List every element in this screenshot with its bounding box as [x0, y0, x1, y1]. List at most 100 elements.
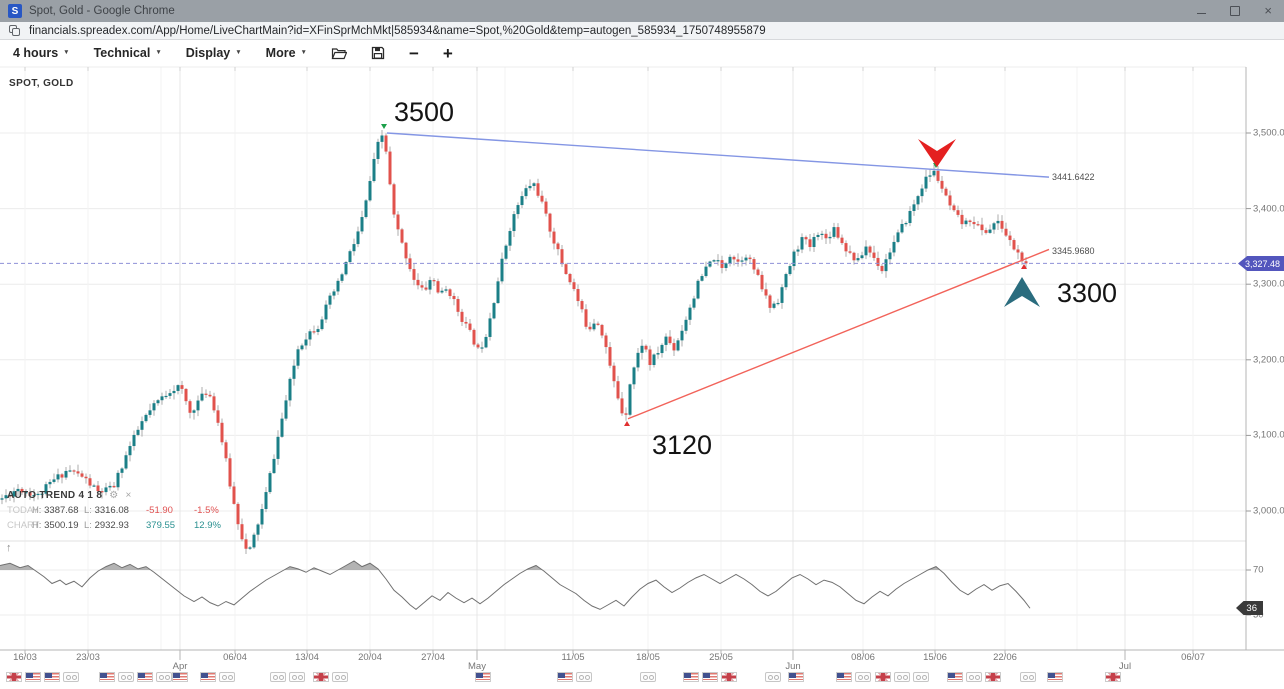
- candle: [880, 265, 884, 272]
- window-title: Spot, Gold - Google Chrome: [29, 5, 175, 17]
- display-dropdown[interactable]: Display ▼: [186, 46, 242, 60]
- uk-flag-icon[interactable]: [721, 672, 737, 682]
- eu-flag-icon[interactable]: [156, 672, 172, 682]
- us-flag-icon[interactable]: [683, 672, 699, 682]
- legend-close-icon[interactable]: ×: [125, 489, 132, 501]
- candle: [468, 323, 472, 330]
- price-axis-label: 3,200.00: [1253, 354, 1284, 366]
- eu-flag-icon[interactable]: [765, 672, 781, 682]
- candle: [16, 488, 20, 492]
- candle: [572, 282, 576, 290]
- today-low: 3316.08: [94, 505, 129, 516]
- candle: [116, 472, 120, 488]
- candle: [768, 295, 772, 308]
- us-flag-icon[interactable]: [702, 672, 718, 682]
- page-url: financials.spreadex.com/App/Home/LiveCha…: [29, 24, 766, 37]
- uk-flag-icon[interactable]: [6, 672, 22, 682]
- candle: [876, 257, 880, 266]
- eu-flag-icon[interactable]: [63, 672, 79, 682]
- candle: [740, 260, 744, 262]
- eu-flag-icon[interactable]: [219, 672, 235, 682]
- minimize-icon[interactable]: [1197, 8, 1207, 14]
- legend-title: AUTO TREND 4 1 8: [7, 490, 103, 501]
- eu-flag-icon[interactable]: [640, 672, 656, 682]
- candle: [128, 446, 132, 456]
- candle: [300, 345, 304, 350]
- candle: [788, 266, 792, 275]
- event-flag-group: [313, 672, 348, 682]
- candle: [820, 233, 824, 236]
- candle: [644, 345, 648, 350]
- candle: [612, 365, 616, 382]
- candle: [200, 393, 204, 401]
- us-flag-icon[interactable]: [172, 672, 188, 682]
- candle: [420, 285, 424, 288]
- eu-flag-icon[interactable]: [270, 672, 286, 682]
- maximize-icon[interactable]: [1230, 6, 1241, 16]
- candle: [496, 281, 500, 304]
- eu-flag-icon[interactable]: [576, 672, 592, 682]
- candle: [324, 304, 328, 320]
- more-dropdown[interactable]: More ▼: [266, 46, 307, 60]
- oscillator-axis-label: 70: [1253, 564, 1264, 576]
- eu-flag-icon[interactable]: [289, 672, 305, 682]
- close-icon[interactable]: ×: [1264, 3, 1272, 18]
- us-flag-icon[interactable]: [44, 672, 60, 682]
- candle: [752, 259, 756, 270]
- us-flag-icon[interactable]: [25, 672, 41, 682]
- date-axis-label: 06/04: [223, 652, 247, 663]
- eu-flag-icon[interactable]: [966, 672, 982, 682]
- technical-dropdown[interactable]: Technical ▼: [94, 46, 162, 60]
- candle: [4, 495, 8, 499]
- zoom-out-button[interactable]: −: [408, 43, 419, 63]
- eu-flag-icon[interactable]: [894, 672, 910, 682]
- us-flag-icon[interactable]: [788, 672, 804, 682]
- us-flag-icon[interactable]: [475, 672, 491, 682]
- eu-flag-icon[interactable]: [855, 672, 871, 682]
- candle: [760, 274, 764, 290]
- candle: [268, 473, 272, 493]
- timeframe-dropdown[interactable]: 4 hours ▼: [13, 46, 70, 60]
- us-flag-icon[interactable]: [200, 672, 216, 682]
- gear-icon[interactable]: ⚙: [109, 489, 119, 501]
- us-flag-icon[interactable]: [137, 672, 153, 682]
- month-axis-label: Apr: [172, 661, 188, 672]
- candle: [120, 468, 124, 473]
- us-flag-icon[interactable]: [836, 672, 852, 682]
- address-bar[interactable]: financials.spreadex.com/App/Home/LiveCha…: [0, 22, 1284, 40]
- candle: [700, 276, 704, 281]
- candle: [928, 175, 932, 177]
- candle: [712, 260, 716, 262]
- eu-flag-icon[interactable]: [332, 672, 348, 682]
- candle: [160, 396, 164, 401]
- eu-flag-icon[interactable]: [118, 672, 134, 682]
- candle: [204, 393, 208, 395]
- uk-flag-icon[interactable]: [875, 672, 891, 682]
- month-axis-label: Jun: [785, 661, 801, 672]
- app-window-icon: [9, 25, 20, 36]
- us-flag-icon[interactable]: [99, 672, 115, 682]
- us-flag-icon[interactable]: [947, 672, 963, 682]
- candle: [652, 354, 656, 366]
- us-flag-icon[interactable]: [557, 672, 573, 682]
- open-chart-button[interactable]: [331, 47, 347, 60]
- us-flag-icon[interactable]: [1047, 672, 1063, 682]
- oscillator-expand-icon[interactable]: ↑: [6, 542, 12, 554]
- uk-flag-icon[interactable]: [1105, 672, 1121, 682]
- candle: [916, 196, 920, 205]
- zoom-in-button[interactable]: +: [442, 43, 453, 63]
- up-arrow-icon: [1004, 277, 1040, 307]
- candle: [848, 251, 852, 253]
- event-flag-group: [640, 672, 656, 682]
- candle: [868, 246, 872, 253]
- candle: [48, 481, 52, 485]
- uk-flag-icon[interactable]: [985, 672, 1001, 682]
- candle: [620, 398, 624, 414]
- candle: [704, 266, 708, 277]
- candle: [940, 180, 944, 189]
- save-chart-button[interactable]: [371, 46, 385, 60]
- eu-flag-icon[interactable]: [1020, 672, 1036, 682]
- uk-flag-icon[interactable]: [313, 672, 329, 682]
- eu-flag-icon[interactable]: [913, 672, 929, 682]
